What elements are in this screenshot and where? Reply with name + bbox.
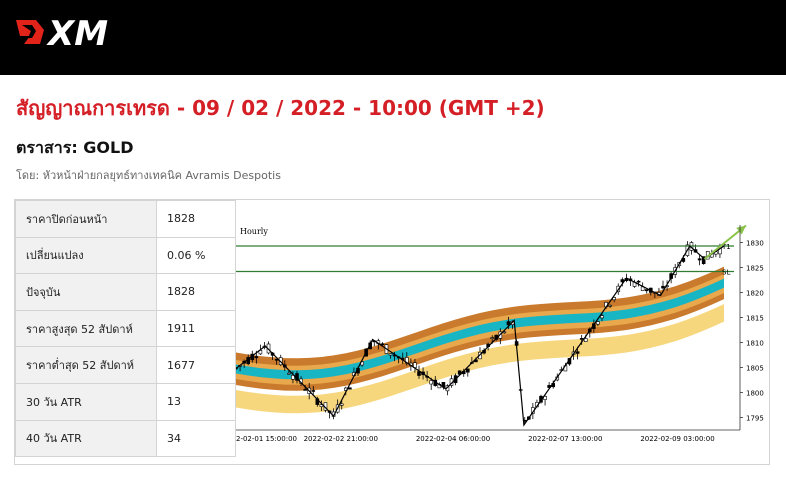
candle-body xyxy=(636,280,641,283)
x-tick-label: 2022-02-07 13:00:00 xyxy=(528,435,602,443)
candle-body xyxy=(490,337,494,339)
stat-value: 34 xyxy=(156,419,236,458)
y-tick-label: 1815 xyxy=(746,315,764,323)
candle-body xyxy=(429,380,433,385)
stat-value: 13 xyxy=(156,382,236,421)
level-label-t1: T1 xyxy=(721,243,731,251)
x-tick-label: 2022-02-04 06:00:00 xyxy=(416,435,490,443)
candle-body xyxy=(644,289,649,292)
x-tick-label: 2022-02-09 03:00:00 xyxy=(640,435,714,443)
stats-table: ราคาปิดก่อนหน้า 1828 เปลี่ยนแปลง 0.06 % ปั… xyxy=(15,200,236,458)
candle-body xyxy=(579,338,584,340)
stat-value: 0.06 % xyxy=(156,236,236,275)
stat-value: 1828 xyxy=(156,273,236,311)
author-byline: โดย: หัวหน้าฝ่ายกลยุทธ์ทางเทคนิค Avramis… xyxy=(16,169,281,182)
candle-body xyxy=(608,304,612,307)
candle-body xyxy=(697,258,702,261)
candle-body xyxy=(388,353,393,356)
stat-label: ราคาต่ำสุด 52 สัปดาห์ xyxy=(15,346,157,384)
x-tick-label: 2-02-01 15:00:00 xyxy=(236,435,297,443)
page-title: สัญญาณการเทรด - 09 / 02 / 2022 - 10:00 (… xyxy=(16,96,545,120)
band-inner xyxy=(236,278,724,380)
candle-body xyxy=(466,368,470,373)
y-tick-label: 1795 xyxy=(746,415,764,423)
stat-value: 1828 xyxy=(156,200,236,238)
chart-title: Hourly xyxy=(240,227,268,236)
header: XM xyxy=(0,0,786,75)
y-tick-label: 1810 xyxy=(746,340,764,348)
candle-body xyxy=(596,321,600,325)
table-row: 30 วัน ATR 13 xyxy=(15,382,236,421)
stat-label: 30 วัน ATR xyxy=(15,382,157,421)
candle-body xyxy=(348,387,352,390)
candle-body xyxy=(583,338,588,342)
signal-panel xyxy=(14,199,770,465)
stat-value: 1677 xyxy=(156,346,236,384)
y-tick-label: 1805 xyxy=(746,365,764,373)
candle-body xyxy=(311,390,316,392)
forecast-arrowhead xyxy=(736,225,746,235)
level-label-sl: SL xyxy=(722,269,730,277)
table-row: ราคาต่ำสุด 52 สัปดาห์ 1677 xyxy=(15,346,236,384)
xm-logo[interactable]: XM xyxy=(14,14,134,50)
candle-body xyxy=(506,321,511,326)
candle-body xyxy=(339,403,344,406)
stat-label: เปลี่ยนแปลง xyxy=(15,236,157,275)
table-row: 40 วัน ATR 34 xyxy=(15,419,236,458)
candle-body xyxy=(303,389,307,391)
y-tick-label: 1830 xyxy=(746,240,764,248)
candle-body xyxy=(380,343,385,346)
candle-body xyxy=(661,285,665,289)
table-row: ปัจจุบัน 1828 xyxy=(15,273,236,311)
price-chart: T1 SL 1830 1825 1820 1815 1810 1805 1800 1795 2-… xyxy=(236,200,769,464)
stat-value: 1911 xyxy=(156,309,236,348)
table-row: เปลี่ยนแปลง 0.06 % xyxy=(15,236,236,275)
zigzag-layer xyxy=(236,224,747,427)
zigzag-line xyxy=(236,245,725,427)
table-row: ราคาปิดก่อนหน้า 1828 xyxy=(15,200,236,238)
y-tick-label: 1800 xyxy=(746,390,764,398)
y-axis: 1830 1825 1820 1815 1810 1805 1800 1795 xyxy=(739,225,764,430)
candle-body xyxy=(291,374,295,380)
instrument-heading: ตราสาร: GOLD xyxy=(16,138,134,157)
logo-text: XM xyxy=(46,14,108,50)
candle-body xyxy=(600,315,604,319)
candle-body xyxy=(543,395,547,400)
candle-body xyxy=(287,372,291,375)
candle-body xyxy=(701,256,706,264)
level-lines: T1 SL xyxy=(236,243,734,277)
stat-label: 40 วัน ATR xyxy=(15,419,157,458)
stat-label: ราคาสูงสุด 52 สัปดาห์ xyxy=(15,309,157,348)
stat-label: ราคาปิดก่อนหน้า xyxy=(15,200,157,238)
y-tick-label: 1820 xyxy=(746,290,764,298)
y-tick-label: 1825 xyxy=(746,265,764,273)
candle-body xyxy=(575,351,580,354)
candle-body xyxy=(254,356,259,359)
table-row: ราคาสูงสุด 52 สัปดาห์ 1911 xyxy=(15,309,236,348)
x-tick-label: 2022-02-02 21:00:00 xyxy=(304,435,378,443)
x-axis: 2-02-01 15:00:00 2022-02-02 21:00:00 2022-… xyxy=(236,429,740,443)
stat-label: ปัจจุบัน xyxy=(15,273,157,311)
